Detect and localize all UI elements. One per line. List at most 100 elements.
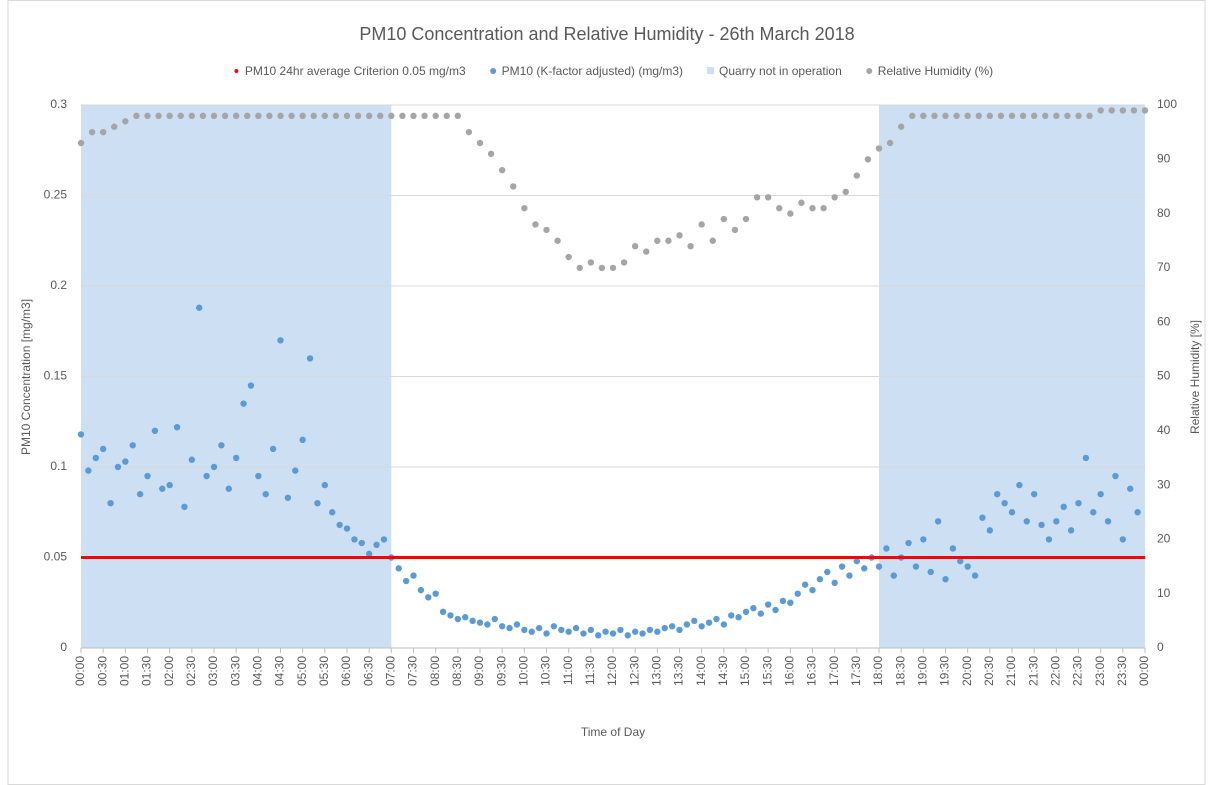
- legend-swatch: [866, 68, 873, 74]
- x-tick-label: 11:30: [583, 656, 597, 685]
- x-tick-label: 04:30: [273, 656, 287, 686]
- data-point: [155, 112, 162, 120]
- x-tick-label: 21:30: [1026, 656, 1040, 686]
- x-tick-label: 10:30: [539, 656, 553, 686]
- data-point: [99, 445, 107, 453]
- data-point: [225, 485, 232, 492]
- data-point: [931, 112, 938, 120]
- data-point: [129, 442, 136, 449]
- x-tick-label: 14:30: [716, 656, 730, 686]
- y-tick-label: 0.1: [50, 459, 67, 473]
- data-point: [277, 337, 284, 344]
- data-point: [1082, 454, 1090, 462]
- data-point: [266, 112, 273, 120]
- x-tick-label: 17:00: [827, 656, 841, 686]
- data-point: [454, 615, 462, 623]
- legend-label: PM10 24hr average Criterion 0.05 mg/m3: [245, 64, 466, 78]
- data-point: [609, 264, 617, 272]
- data-point: [757, 610, 764, 617]
- data-point: [1141, 107, 1149, 114]
- x-tick-label: 13:00: [650, 656, 664, 686]
- data-point: [244, 112, 251, 120]
- data-point: [576, 264, 583, 272]
- data-point: [842, 188, 849, 196]
- data-point: [1053, 518, 1060, 525]
- data-point: [912, 563, 920, 570]
- data-point: [598, 264, 606, 272]
- data-point: [572, 624, 580, 632]
- data-point: [949, 545, 957, 552]
- data-point: [173, 423, 181, 431]
- data-point: [506, 624, 513, 632]
- data-point: [218, 442, 225, 449]
- y-tick-label: 0.25: [44, 188, 68, 202]
- x-tick-label: 06:00: [339, 656, 353, 686]
- x-tick-label: 07:30: [406, 656, 420, 686]
- data-point: [292, 467, 299, 474]
- data-point: [838, 563, 846, 570]
- data-point: [776, 204, 783, 212]
- data-point: [654, 628, 661, 635]
- chart-title: PM10 Concentration and Relative Humidity…: [359, 24, 854, 44]
- data-point: [864, 156, 872, 163]
- x-tick-label: 01:30: [140, 656, 154, 686]
- legend-swatch: [707, 67, 715, 74]
- data-point: [199, 112, 207, 120]
- legend-label: PM10 (K-factor adjusted) (mg/m3): [502, 64, 683, 78]
- data-point: [624, 632, 631, 639]
- data-point: [299, 436, 306, 444]
- y-tick-label: 0.15: [44, 369, 68, 383]
- data-point: [484, 621, 491, 628]
- data-point: [565, 253, 572, 261]
- x-tick-label: 08:00: [428, 656, 442, 686]
- data-point: [609, 630, 617, 637]
- data-point: [787, 599, 794, 606]
- data-point: [166, 481, 173, 489]
- data-point: [255, 112, 262, 120]
- x-tick-label: 20:30: [982, 656, 996, 686]
- x-tick-label: 13:30: [672, 656, 686, 686]
- data-point: [558, 626, 565, 634]
- data-point: [144, 112, 151, 120]
- data-point: [654, 237, 661, 244]
- data-point: [203, 472, 210, 480]
- data-point: [1023, 518, 1030, 525]
- data-point: [639, 630, 646, 637]
- data-point: [1060, 503, 1067, 511]
- data-point: [934, 518, 942, 525]
- data-point: [942, 112, 949, 120]
- data-point: [753, 194, 761, 201]
- data-point: [587, 626, 595, 634]
- data-point: [92, 454, 99, 462]
- data-point: [122, 458, 129, 465]
- data-point: [550, 623, 558, 630]
- x-tick-label: 00:00: [73, 656, 87, 686]
- data-point: [343, 525, 351, 532]
- data-point: [809, 204, 816, 212]
- x-tick-label: 17:30: [849, 656, 863, 686]
- data-point: [986, 112, 994, 120]
- data-point: [794, 590, 801, 597]
- data-point: [731, 226, 739, 234]
- data-point: [709, 237, 716, 244]
- data-point: [964, 112, 971, 120]
- data-point: [232, 112, 240, 120]
- y2-tick-label: 50: [1157, 369, 1171, 383]
- data-point: [735, 614, 742, 621]
- data-point: [321, 481, 329, 489]
- data-point: [144, 472, 151, 480]
- data-point: [676, 232, 683, 239]
- data-point: [402, 577, 410, 585]
- data-point: [787, 210, 794, 217]
- data-point: [151, 427, 159, 434]
- data-point: [713, 615, 720, 623]
- data-point: [646, 626, 654, 634]
- data-point: [159, 485, 166, 492]
- legend: PM10 24hr average Criterion 0.05 mg/m3 PM…: [234, 64, 993, 78]
- data-point: [358, 539, 365, 547]
- y2-tick-label: 90: [1157, 151, 1171, 165]
- data-point: [809, 586, 816, 594]
- data-point: [764, 601, 772, 608]
- x-tick-label: 03:30: [228, 656, 242, 686]
- data-point: [975, 112, 982, 120]
